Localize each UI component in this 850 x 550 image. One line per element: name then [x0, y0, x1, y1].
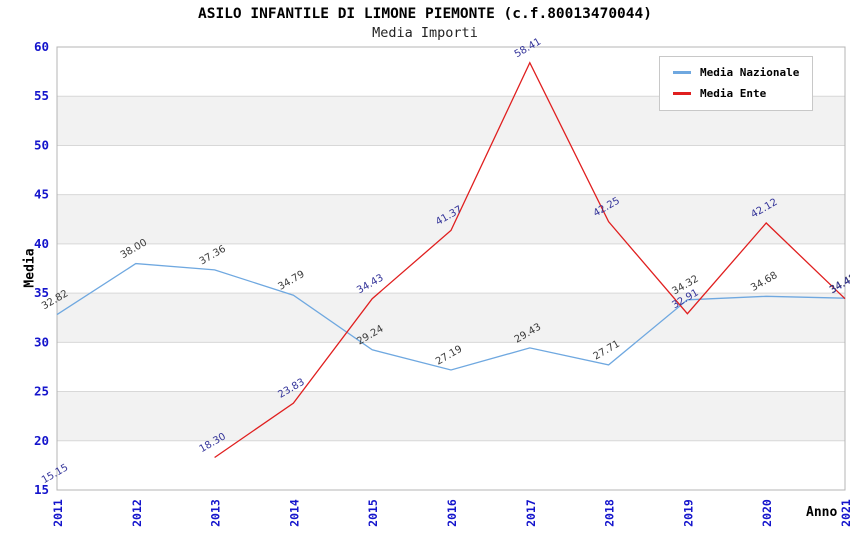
- y-tick-label: 20: [34, 433, 49, 448]
- chart-title: ASILO INFANTILE DI LIMONE PIEMONTE (c.f.…: [198, 6, 652, 22]
- x-tick-label: 2018: [603, 499, 617, 527]
- x-tick-label: 2016: [445, 499, 459, 527]
- x-tick-label: 2021: [839, 499, 850, 527]
- y-tick-label: 30: [34, 334, 49, 349]
- point-label-series-0: 27.19: [434, 344, 464, 368]
- y-axis-title: Media: [22, 248, 38, 288]
- x-axis-title: Anno: [806, 505, 838, 520]
- point-label-series-1: 34.43: [828, 272, 850, 296]
- plot-band: [57, 293, 845, 343]
- x-tick-label: 2012: [130, 499, 144, 527]
- y-tick-label: 60: [34, 39, 49, 54]
- x-tick-label: 2020: [760, 499, 774, 527]
- x-tick-label: 2013: [209, 499, 223, 527]
- plot-band: [57, 194, 845, 244]
- x-tick-label: 2019: [681, 499, 695, 527]
- point-label-series-0: 34.79: [276, 269, 306, 293]
- plot-frame: [56, 46, 846, 491]
- legend-label-media-ente: Media Ente: [700, 87, 767, 100]
- y-tick-label: 40: [34, 236, 49, 251]
- y-tick-label: 50: [34, 137, 49, 152]
- y-tick-label: 45: [34, 187, 49, 202]
- legend-item-media-ente: Media Ente: [673, 87, 802, 100]
- y-tick-label: 15: [34, 482, 49, 497]
- plot-band: [57, 391, 845, 441]
- point-label-series-1: 58.41: [513, 36, 543, 60]
- chart-subtitle: Media Importi: [372, 25, 478, 41]
- legend-label-media-nazionale: Media Nazionale: [700, 66, 800, 79]
- y-tick-label: 25: [34, 384, 49, 399]
- media-ente-line-swatch: [673, 92, 691, 95]
- point-label-series-0: 34.68: [749, 270, 779, 294]
- point-label-series-1: 15.15: [40, 462, 70, 486]
- y-tick-label: 35: [34, 285, 49, 300]
- media-nazionale-line-swatch: [673, 71, 691, 74]
- x-tick-label: 2015: [366, 499, 380, 527]
- x-tick-label: 2011: [51, 499, 65, 527]
- chart-legend: Media Nazionale Media Ente: [659, 56, 813, 111]
- x-tick-label: 2017: [524, 499, 538, 527]
- point-label-series-0: 37.36: [198, 244, 228, 268]
- series-line-0: [56, 262, 846, 371]
- y-tick-label: 55: [34, 88, 49, 103]
- x-tick-label: 2014: [287, 499, 301, 527]
- legend-item-media-nazionale: Media Nazionale: [673, 66, 802, 79]
- series-line-1: [214, 61, 846, 459]
